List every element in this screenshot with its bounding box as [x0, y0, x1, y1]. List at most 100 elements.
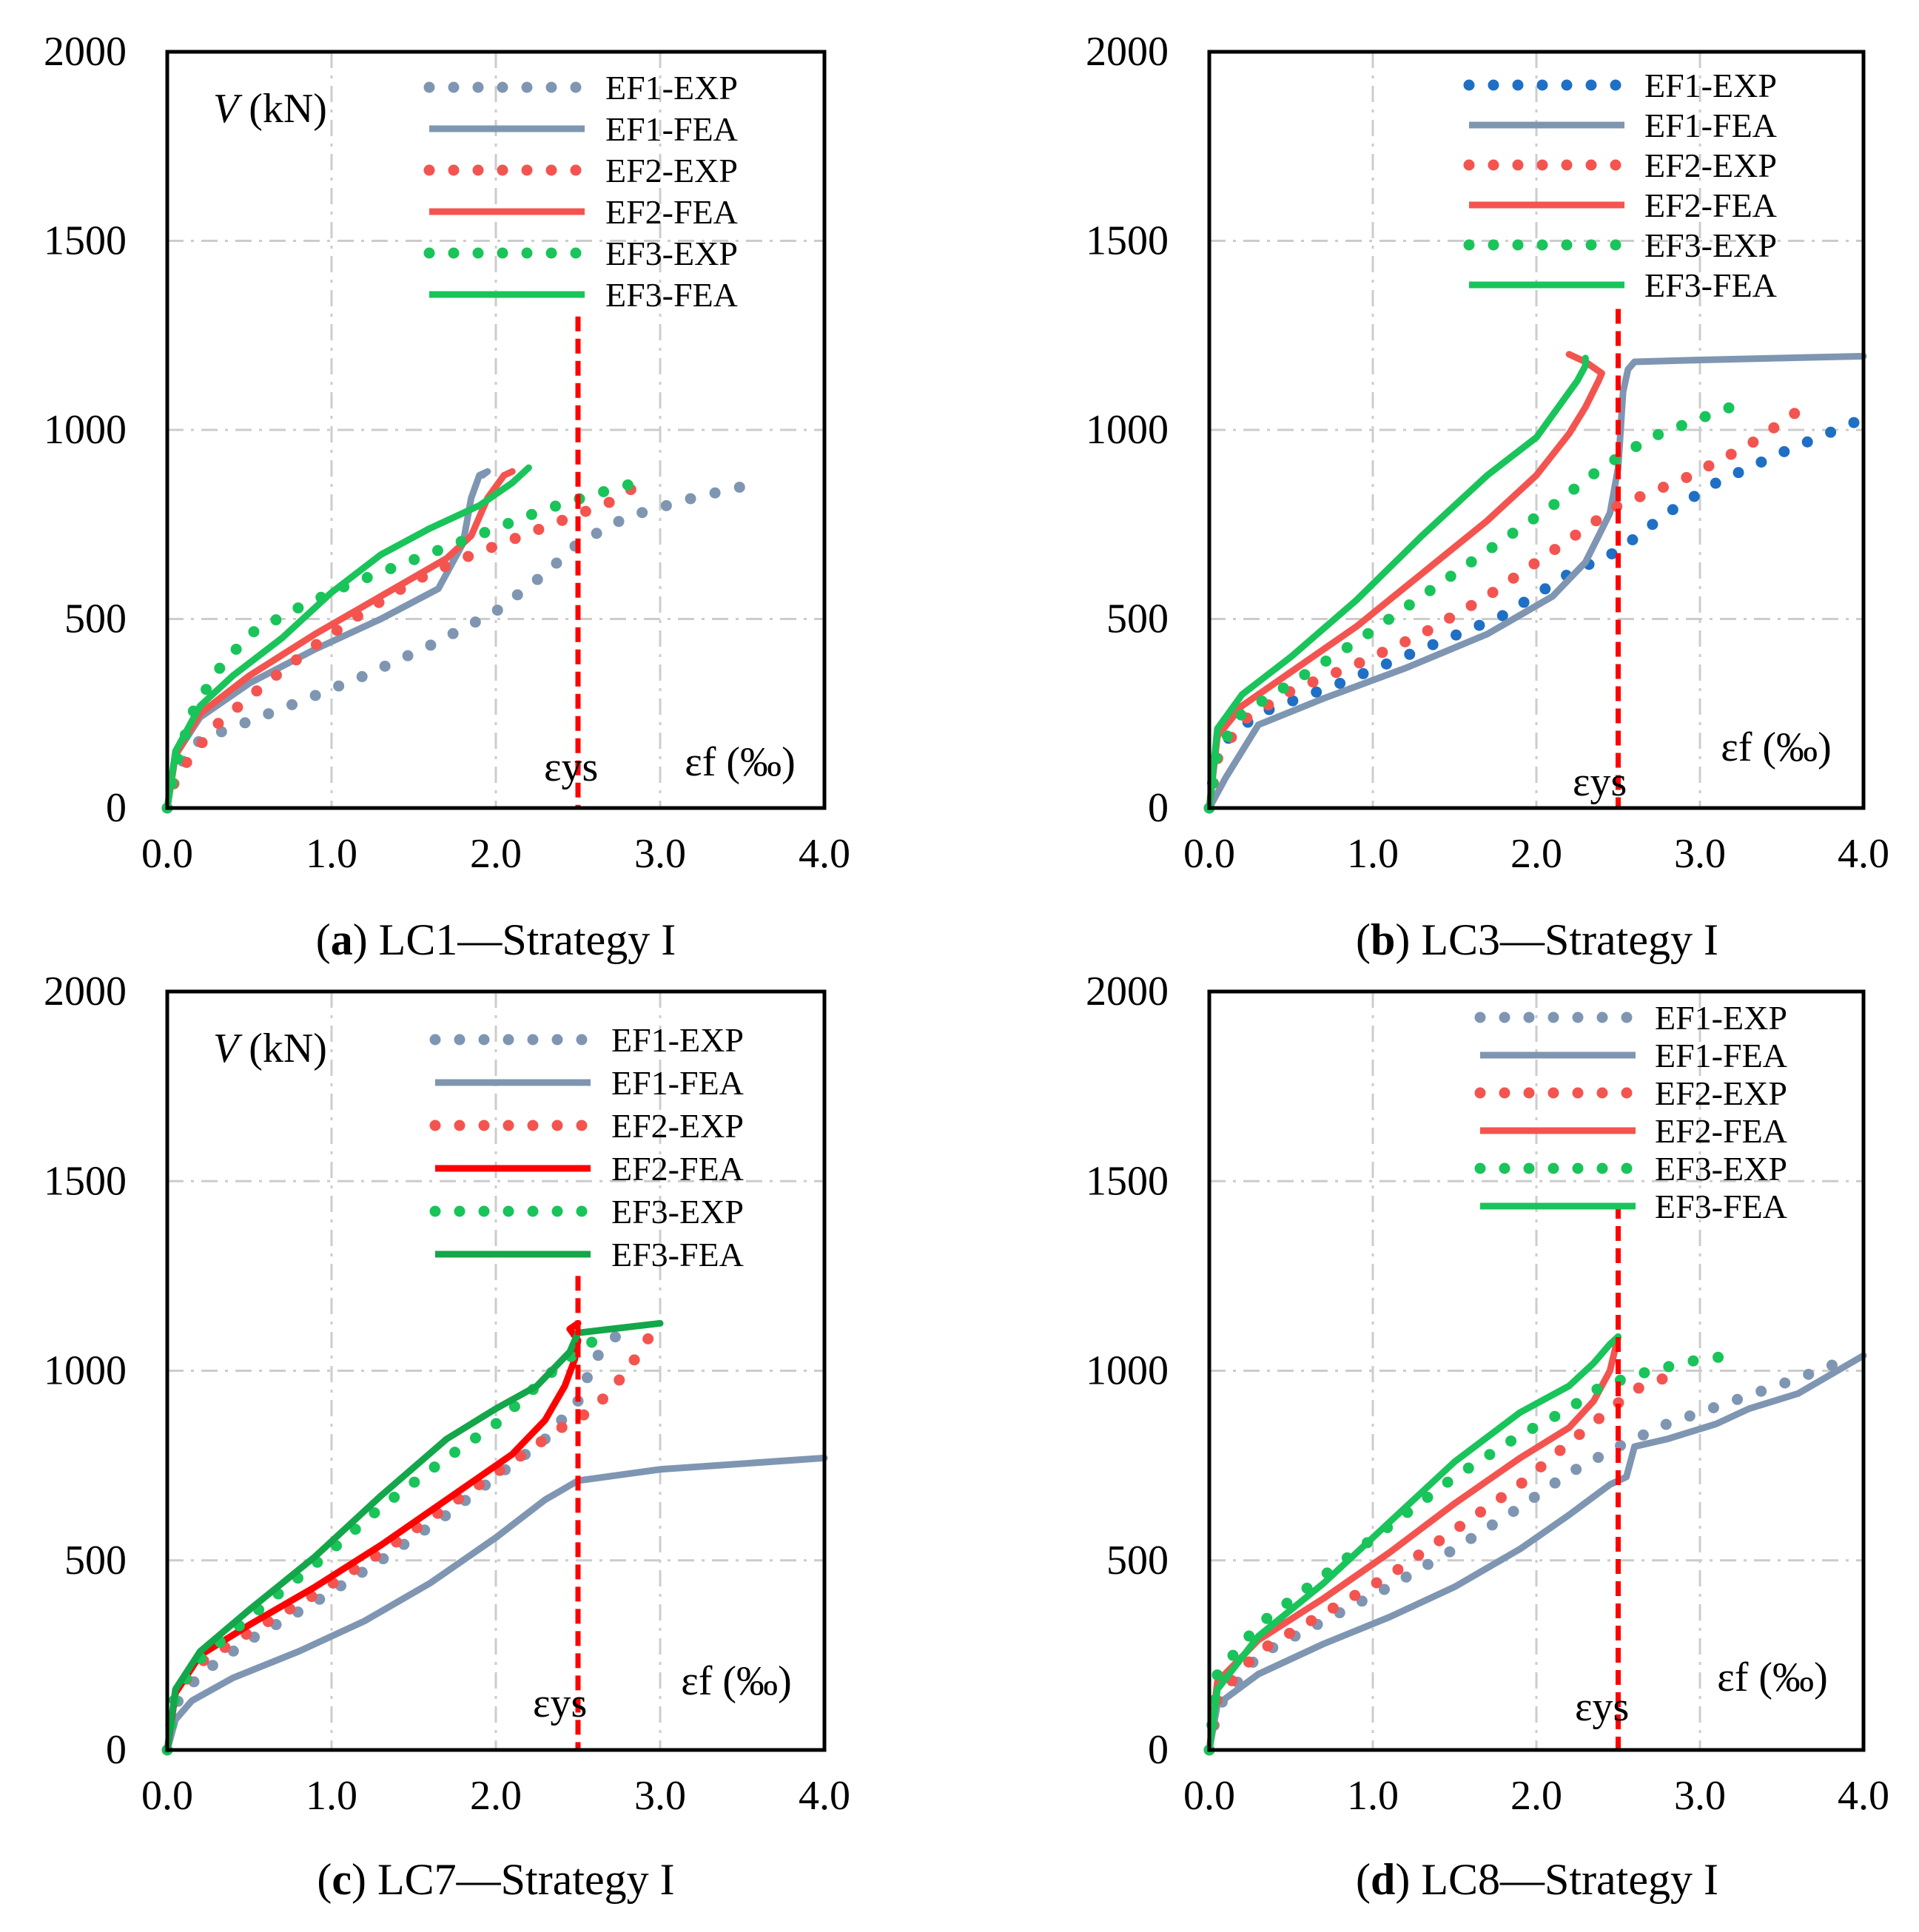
caption-letter: a — [331, 915, 353, 964]
y-tick-label: 1000 — [44, 407, 127, 453]
panel-caption: (a) LC1—Strategy I — [316, 915, 676, 964]
panel-caption: (c) LC7—Strategy I — [317, 1855, 674, 1904]
y-tick-label: 1500 — [1086, 218, 1169, 264]
legend-label: EF3-FEA — [611, 1236, 744, 1273]
y-tick-label: 1500 — [1086, 1158, 1169, 1204]
plot-frame — [1207, 50, 1866, 810]
y-tick-label: 0 — [1148, 1727, 1169, 1773]
y-tick-label: 2000 — [1086, 29, 1169, 75]
x-tick-label: 4.0 — [1838, 1773, 1889, 1819]
y-tick-label: 0 — [1148, 785, 1169, 831]
x-tick-label: 2.0 — [470, 1773, 522, 1819]
caption-paren-open: ( — [316, 915, 331, 964]
series-ef3-exp — [1203, 397, 1747, 814]
panel-c: 0.0 1.0 2.0 3.0 4.0 0 500 1000 1500 2000 EF1-EXP EF… — [44, 969, 850, 1904]
y-axis-var: V — [213, 1026, 243, 1071]
legend-label: EF1-FEA — [605, 110, 738, 148]
caption-paren-close: ) — [353, 915, 379, 964]
y-axis-label: V (kN) — [213, 1026, 327, 1071]
panel-b: 0.0 1.0 2.0 3.0 4.00500100015002000EF1-EXPEF… — [1086, 29, 1889, 964]
y-tick-label: 1000 — [1086, 1348, 1169, 1394]
yield-strain-label: εys — [533, 1680, 587, 1726]
legend-label: EF2-EXP — [1655, 1074, 1787, 1112]
series-ef3-fea — [164, 464, 532, 812]
series-ef3-fea — [1206, 1333, 1621, 1754]
x-tick-label: 1.0 — [1347, 1773, 1399, 1819]
y-tick-label: 2000 — [44, 29, 127, 75]
caption-text: LC1—Strategy I — [379, 915, 676, 964]
panel-a: 0.0 1.0 2.0 3.0 4.00500100015002000EF1-EXPEF… — [44, 29, 850, 964]
caption-paren-close: ) — [1395, 1855, 1421, 1904]
legend-label: EF2-EXP — [1644, 147, 1777, 184]
series-ef2-fea — [1206, 351, 1605, 812]
panel-caption: (d) LC8—Strategy I — [1356, 1855, 1718, 1904]
caption-letter: b — [1371, 915, 1395, 964]
x-tick-label: 4.0 — [799, 831, 850, 877]
y-tick-label: 500 — [1106, 1538, 1169, 1583]
panel-d: 0.0 1.0 2.0 3.0 4.00500100015002000EF1-EXPEF… — [1086, 969, 1889, 1904]
x-tick-label: 2.0 — [1510, 1773, 1562, 1819]
y-axis-unit: (kN) — [249, 86, 327, 132]
legend-label: EF3-EXP — [611, 1193, 744, 1231]
yield-strain-label: εys — [1575, 1684, 1629, 1730]
legend-label: EF2-EXP — [611, 1107, 744, 1145]
y-tick-label: 500 — [64, 596, 127, 642]
caption-text: LC7—Strategy I — [377, 1855, 675, 1904]
legend-label: EF1-FEA — [611, 1064, 744, 1102]
x-tick-label: 3.0 — [1674, 1773, 1726, 1819]
legend-label: EF1-FEA — [1644, 107, 1777, 144]
plot-frame — [1207, 989, 1866, 1752]
series-ef2-fea — [1206, 1333, 1621, 1754]
legend-label: EF3-FEA — [1655, 1188, 1787, 1225]
x-tick-label: 0.0 — [141, 831, 193, 877]
legend-label: EF3-EXP — [605, 235, 738, 272]
caption-letter: d — [1371, 1855, 1395, 1904]
y-axis-unit: (kN) — [249, 1026, 327, 1071]
x-tick-label: 0.0 — [1183, 831, 1235, 877]
x-tick-label: 3.0 — [1674, 831, 1726, 877]
x-tick-label: 1.0 — [1347, 831, 1399, 877]
plot-frame — [165, 50, 827, 810]
y-tick-label: 0 — [106, 1727, 127, 1773]
x-tick-label: 1.0 — [306, 1773, 357, 1819]
legend-label: EF3-FEA — [605, 276, 738, 314]
series-ef2-exp — [161, 481, 642, 814]
x-tick-label: 4.0 — [799, 1773, 850, 1819]
series-ef1-fea — [164, 1454, 828, 1754]
series-ef2-fea — [164, 1319, 582, 1754]
legend-label: EF2-FEA — [1655, 1112, 1787, 1150]
yield-strain-label: εys — [544, 744, 598, 790]
caption-text: LC3—Strategy I — [1421, 915, 1718, 964]
x-axis-label: εf (‰) — [1721, 724, 1831, 770]
legend-label: EF1-EXP — [611, 1021, 744, 1059]
x-tick-label: 3.0 — [634, 1773, 686, 1819]
legend-label: EF2-FEA — [1644, 186, 1777, 224]
series-ef1-fea — [1206, 1352, 1867, 1754]
y-tick-label: 2000 — [1086, 969, 1169, 1014]
caption-paren-open: ( — [317, 1855, 332, 1904]
legend-label: EF1-EXP — [1644, 67, 1777, 104]
series-ef3-fea — [1206, 354, 1589, 812]
series-ef2-exp — [161, 1327, 658, 1756]
y-tick-label: 0 — [106, 785, 127, 831]
legend-label: EF3-EXP — [1644, 226, 1777, 264]
caption-text: LC8—Strategy I — [1421, 1855, 1718, 1904]
legend-label: EF2-FEA — [605, 193, 738, 231]
y-tick-label: 1000 — [1086, 407, 1169, 453]
legend-label: EF1-EXP — [605, 69, 738, 107]
x-tick-label: 0.0 — [1183, 1773, 1235, 1819]
x-tick-label: 2.0 — [470, 831, 522, 877]
series-ef3-exp — [161, 477, 642, 814]
y-axis-label: V (kN) — [213, 86, 327, 132]
x-tick-label: 0.0 — [141, 1773, 193, 1819]
y-tick-label: 1500 — [44, 1158, 127, 1204]
caption-paren-close: ) — [352, 1855, 377, 1904]
legend-label: EF2-FEA — [611, 1150, 744, 1188]
legend-label: EF3-EXP — [1655, 1150, 1787, 1188]
y-tick-label: 1000 — [44, 1348, 127, 1394]
x-tick-label: 2.0 — [1510, 831, 1562, 877]
x-tick-label: 4.0 — [1838, 831, 1889, 877]
panel-caption: (b) LC3—Strategy I — [1356, 915, 1718, 964]
yield-strain-label: εys — [1573, 759, 1627, 805]
